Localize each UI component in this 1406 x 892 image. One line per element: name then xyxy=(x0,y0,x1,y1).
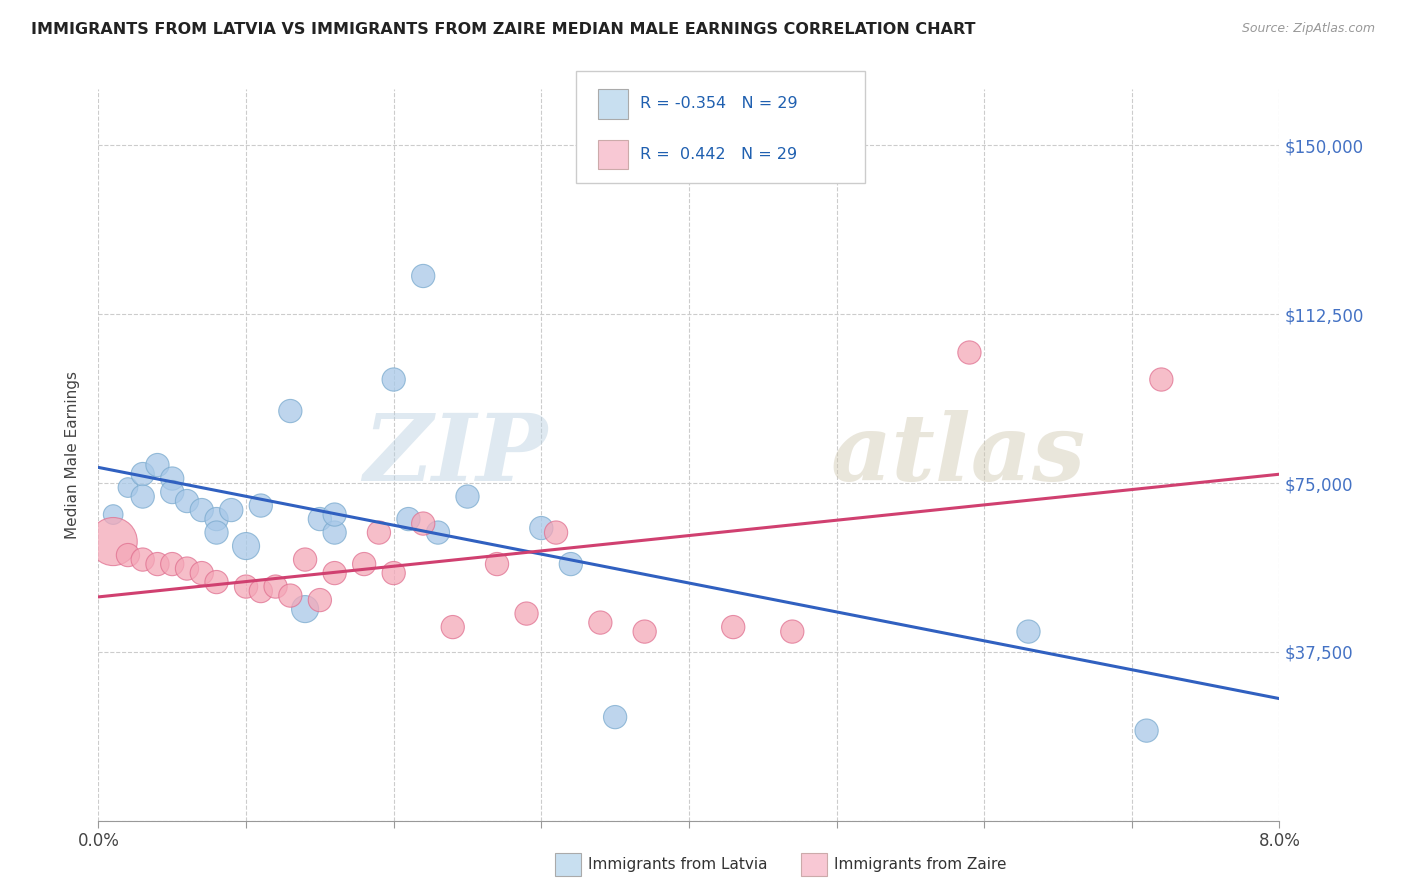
Point xyxy=(368,525,391,540)
Point xyxy=(589,615,612,630)
Point xyxy=(530,521,553,535)
Point xyxy=(782,624,804,639)
Point xyxy=(323,566,346,580)
Point xyxy=(309,512,332,526)
Point xyxy=(176,561,198,575)
Text: Source: ZipAtlas.com: Source: ZipAtlas.com xyxy=(1241,22,1375,36)
Point xyxy=(427,525,450,540)
Point xyxy=(353,557,375,571)
Point xyxy=(294,552,316,566)
Point xyxy=(398,512,420,526)
Text: Immigrants from Latvia: Immigrants from Latvia xyxy=(588,857,768,871)
Point xyxy=(117,548,139,562)
Point xyxy=(264,580,287,594)
Point xyxy=(191,566,214,580)
Point xyxy=(235,580,257,594)
Point xyxy=(323,508,346,522)
Text: atlas: atlas xyxy=(831,410,1085,500)
Point xyxy=(162,557,183,571)
Point xyxy=(323,525,346,540)
Point xyxy=(205,575,228,590)
Point xyxy=(176,494,198,508)
Point xyxy=(486,557,509,571)
Text: Immigrants from Zaire: Immigrants from Zaire xyxy=(834,857,1007,871)
Point xyxy=(560,557,582,571)
Point xyxy=(457,490,479,504)
Point xyxy=(280,589,302,603)
Point xyxy=(1150,372,1173,386)
Point xyxy=(103,534,125,549)
Point xyxy=(412,268,434,283)
Point xyxy=(723,620,745,634)
Point xyxy=(132,490,155,504)
Point xyxy=(162,471,183,485)
Text: R =  0.442   N = 29: R = 0.442 N = 29 xyxy=(640,147,797,162)
Point xyxy=(382,566,405,580)
Text: ZIP: ZIP xyxy=(363,410,547,500)
Point xyxy=(605,710,627,724)
Point xyxy=(146,458,169,472)
Point xyxy=(959,345,981,359)
Point xyxy=(250,499,273,513)
Point xyxy=(294,602,316,616)
Point xyxy=(441,620,464,634)
Text: R = -0.354   N = 29: R = -0.354 N = 29 xyxy=(640,96,797,112)
Point xyxy=(516,607,538,621)
Y-axis label: Median Male Earnings: Median Male Earnings xyxy=(65,371,80,539)
Text: IMMIGRANTS FROM LATVIA VS IMMIGRANTS FROM ZAIRE MEDIAN MALE EARNINGS CORRELATION: IMMIGRANTS FROM LATVIA VS IMMIGRANTS FRO… xyxy=(31,22,976,37)
Point xyxy=(146,557,169,571)
Point xyxy=(412,516,434,531)
Point xyxy=(103,508,125,522)
Point xyxy=(309,593,332,607)
Point xyxy=(250,584,273,599)
Point xyxy=(546,525,568,540)
Point xyxy=(1136,723,1159,738)
Point xyxy=(280,404,302,418)
Point xyxy=(191,503,214,517)
Point xyxy=(382,372,405,386)
Point xyxy=(634,624,657,639)
Point xyxy=(132,552,155,566)
Point xyxy=(1018,624,1040,639)
Point xyxy=(117,481,139,495)
Point xyxy=(221,503,243,517)
Point xyxy=(132,467,155,481)
Point xyxy=(205,512,228,526)
Point xyxy=(162,485,183,500)
Point xyxy=(235,539,257,553)
Point xyxy=(205,525,228,540)
